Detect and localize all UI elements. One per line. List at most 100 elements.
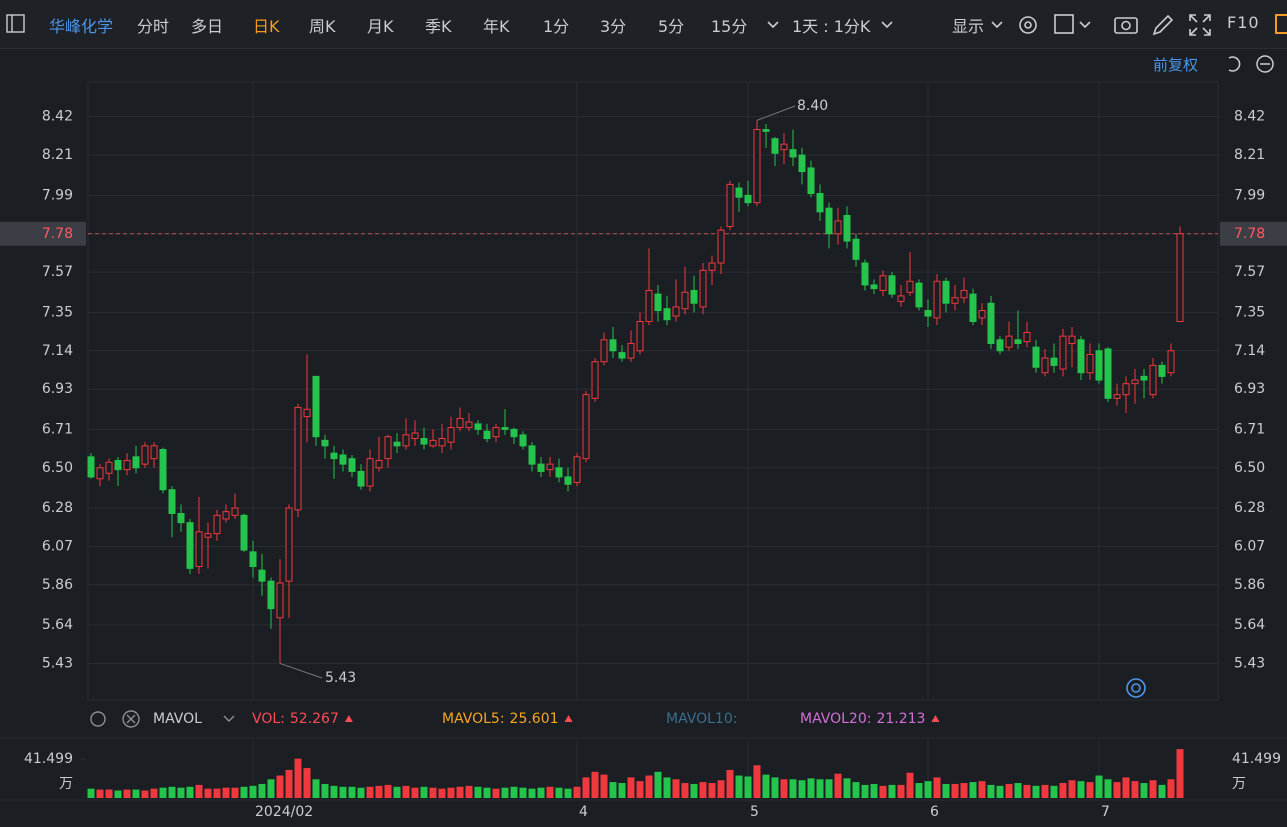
undo-icon[interactable]	[1228, 56, 1241, 72]
period-tab[interactable]: 15分	[711, 17, 748, 36]
y2-tick-label: 7.57	[1234, 264, 1265, 280]
candle-body	[843, 214, 851, 242]
candle-body	[663, 308, 671, 321]
candle-body	[123, 459, 131, 471]
period-tab[interactable]: 3分	[600, 17, 627, 36]
volume-bar	[915, 783, 923, 798]
volume-bar	[1131, 781, 1139, 798]
volume-bar	[564, 788, 572, 798]
close-icon[interactable]	[122, 710, 140, 728]
volume-bar	[1068, 780, 1076, 798]
volume-bar	[429, 787, 437, 798]
volume-bar	[168, 786, 176, 798]
draw-icon[interactable]	[1150, 12, 1176, 38]
candle-body	[492, 427, 500, 438]
settings-icon[interactable]	[1015, 12, 1041, 38]
candle-body	[447, 427, 455, 443]
chevron[interactable]	[766, 20, 780, 30]
volume-bar	[681, 783, 689, 798]
volume-bar	[933, 777, 941, 798]
x-tick-label: 7	[1101, 804, 1110, 820]
volume-bar	[951, 783, 959, 798]
volume-bar	[339, 786, 347, 798]
candle-body	[537, 463, 545, 472]
volume-bar	[105, 789, 113, 798]
volume-bar	[960, 783, 968, 798]
candle-body	[267, 580, 275, 610]
volume-bar	[771, 777, 779, 798]
volume-bar	[1032, 785, 1040, 798]
f10-button[interactable]: F10	[1227, 13, 1260, 32]
volume-bar	[357, 787, 365, 798]
volume-bar	[1077, 781, 1085, 798]
volume-bar	[699, 782, 707, 798]
last-price-label: 7.78	[42, 226, 73, 242]
period-tab[interactable]: 多日	[191, 17, 224, 36]
volume-bar	[843, 778, 851, 798]
panel-controls	[1228, 55, 1274, 73]
volume-bar	[96, 789, 104, 798]
volume-bar	[87, 788, 95, 798]
volume-bar	[1059, 783, 1067, 798]
candle-body	[627, 342, 635, 359]
volume-tick-label: 41.499	[1232, 751, 1281, 767]
volume-bar	[276, 775, 284, 798]
candle-body	[996, 339, 1004, 352]
candle-body	[834, 220, 842, 235]
candle-body	[618, 352, 626, 359]
candle-body	[96, 467, 104, 480]
period-tab[interactable]: 1分	[543, 17, 570, 36]
volume-bar	[618, 783, 626, 798]
y2-tick-label: 5.64	[1234, 617, 1265, 633]
price-panel	[87, 81, 1219, 701]
candle-body	[717, 229, 725, 264]
y2-tick-label: 8.42	[1234, 109, 1265, 125]
volume-bar	[384, 784, 392, 798]
trend-arrow	[344, 715, 353, 722]
trend-arrow	[931, 715, 940, 722]
period-tab[interactable]: 周K	[309, 17, 336, 36]
candle-body	[339, 454, 347, 465]
period-tab[interactable]: 季K	[425, 17, 452, 36]
box-select[interactable]	[1054, 12, 1094, 38]
volume-bar	[330, 785, 338, 798]
volume-bar	[816, 779, 824, 798]
period-tab[interactable]: 分时	[137, 17, 170, 36]
period-tab[interactable]: 年K	[483, 17, 510, 36]
period-tab[interactable]: 月K	[367, 17, 394, 36]
y-tick-label: 7.14	[42, 343, 73, 359]
settings-icon[interactable]	[90, 711, 106, 727]
minimize-icon[interactable]	[1256, 55, 1274, 73]
legend-label: MAVOL20:	[800, 711, 871, 727]
volume-bar	[870, 783, 878, 798]
candle-body	[465, 421, 473, 429]
display-menu[interactable]: 显示	[952, 17, 985, 36]
candle-body	[231, 507, 239, 516]
volume-bar	[744, 776, 752, 798]
period-tab[interactable]: 5分	[658, 17, 685, 36]
sidebar-icon[interactable]	[6, 14, 26, 34]
volume-bar	[519, 787, 527, 798]
range-select[interactable]: 1天 : 1分K	[792, 17, 871, 36]
stock-name[interactable]: 华峰化学	[49, 17, 114, 36]
adjust-mode[interactable]: 前复权	[1153, 56, 1199, 74]
volume-bar	[303, 768, 311, 798]
period-tab[interactable]: 日K	[253, 17, 280, 36]
candle-body	[483, 430, 491, 440]
candle-body	[771, 138, 779, 154]
chevron[interactable]	[880, 20, 894, 30]
candle-body	[897, 295, 905, 302]
volume-bar	[510, 786, 518, 798]
volume-bar	[807, 778, 815, 798]
camera-icon[interactable]	[1113, 12, 1139, 38]
candle-body	[564, 476, 572, 485]
volume-bar	[672, 779, 680, 798]
fullscreen-icon[interactable]	[1187, 12, 1213, 38]
chevron[interactable]	[990, 20, 1004, 30]
candle-body	[168, 489, 176, 515]
x-tick-label: 4	[579, 804, 588, 820]
candle-body	[195, 531, 203, 568]
y2-tick-label: 6.50	[1234, 460, 1265, 476]
x-tick-label: 5	[750, 804, 759, 820]
candle-body	[915, 282, 923, 308]
